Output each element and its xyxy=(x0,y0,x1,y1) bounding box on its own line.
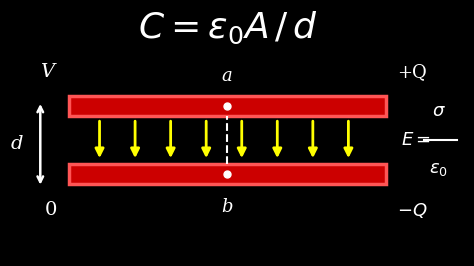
Text: V: V xyxy=(40,63,55,81)
Text: d: d xyxy=(10,135,23,153)
Text: $-Q$: $-Q$ xyxy=(397,201,428,220)
Bar xyxy=(69,96,386,116)
Text: $C = \varepsilon_0 A\,/\,d$: $C = \varepsilon_0 A\,/\,d$ xyxy=(137,10,318,46)
Text: $E=$: $E=$ xyxy=(401,131,430,149)
Text: $\sigma$: $\sigma$ xyxy=(431,102,446,120)
Text: b: b xyxy=(221,198,232,216)
Text: a: a xyxy=(221,67,232,85)
Text: $\varepsilon_0$: $\varepsilon_0$ xyxy=(429,160,448,178)
Text: +Q: +Q xyxy=(398,63,427,81)
Text: 0: 0 xyxy=(45,201,57,219)
Bar xyxy=(69,164,386,184)
